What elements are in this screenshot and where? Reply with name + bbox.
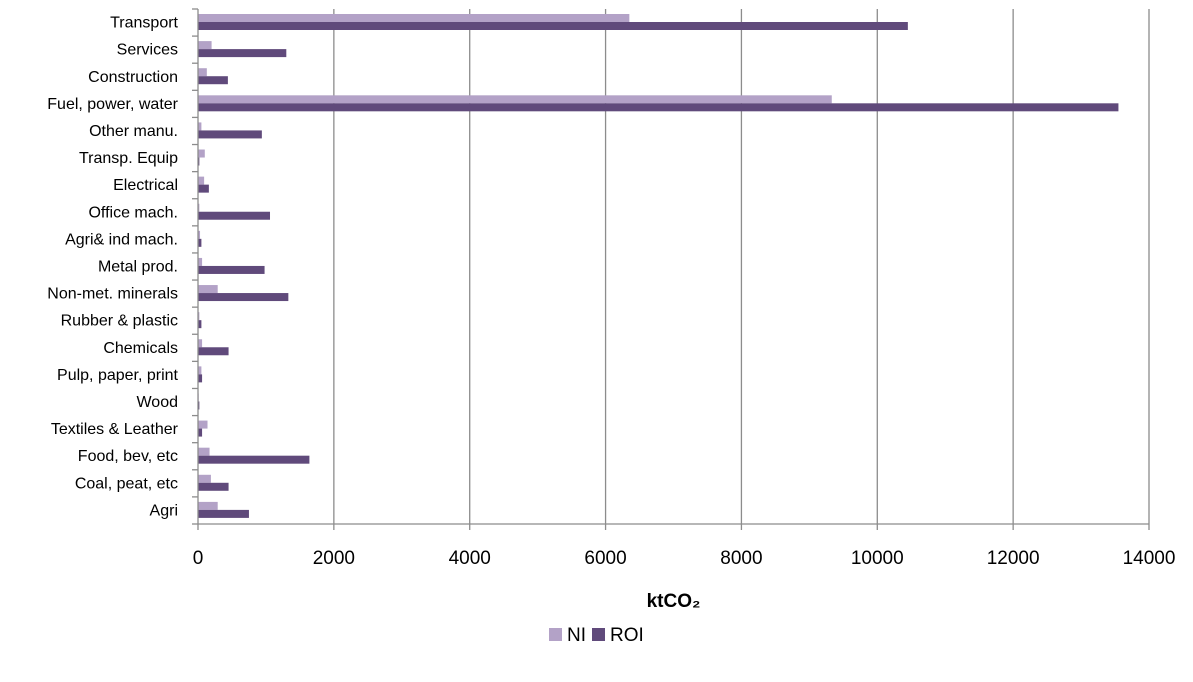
x-tick-label: 14000 [1123,548,1176,569]
bar-roi [198,49,287,58]
bar-roi [198,238,202,247]
bar-roi [198,130,262,139]
bar-ni [198,257,203,266]
category-label: Non-met. minerals [47,286,178,303]
bar-ni [198,339,203,348]
bar-ni [198,14,630,22]
bar-ni [198,230,201,239]
bar-ni [198,285,218,294]
legend-label-roi: ROI [610,625,644,646]
bar-roi [198,157,200,166]
bar-ni [198,203,200,212]
category-label: Metal prod. [98,259,178,276]
bar-roi [198,184,209,193]
category-label: Food, bev, etc [78,448,178,465]
bar-roi [198,347,229,356]
bar-ni [198,68,207,77]
bars [198,14,1119,518]
category-label: Agri& ind mach. [65,231,178,248]
legend: NI ROI [549,625,644,646]
category-label: Office mach. [88,204,178,221]
category-labels: Transport Services Construction Fuel, power… [47,15,178,520]
bar-ni [198,501,218,510]
bar-roi [198,482,229,491]
bar-ni [198,176,205,185]
bar-ni [198,95,832,104]
bar-ni [198,366,202,375]
x-tick-label: 12000 [987,548,1040,569]
bar-roi [198,401,200,410]
bar-roi [198,103,1119,112]
bar-roi [198,76,228,85]
legend-swatch-roi [592,628,605,641]
category-label: Construction [88,69,178,86]
category-label: Chemicals [103,340,178,357]
category-label: Agri [150,502,178,519]
tick-labels: 0 2000 4000 6000 8000 10000 12000 14000 [193,548,1176,569]
category-label: Coal, peat, etc [75,475,178,492]
bar-roi [198,265,265,274]
x-axis-title: ktCO₂ [647,591,701,612]
bar-roi [198,455,310,464]
bar-ni [198,149,205,158]
bar-ni [198,41,212,50]
category-label: Other manu. [89,123,178,140]
x-tick-label: 0 [193,548,204,569]
category-label: Rubber & plastic [61,313,178,330]
x-tick-label: 8000 [720,548,762,569]
bar-ni [198,122,202,131]
bar-ni [198,447,210,456]
bar-roi [198,509,249,518]
category-label: Electrical [113,177,178,194]
bar-roi [198,211,271,220]
x-tick-label: 10000 [851,548,904,569]
gridlines [333,9,1150,524]
x-tick-label: 4000 [449,548,491,569]
bar-roi [198,22,908,30]
category-label: Textiles & Leather [51,421,179,438]
bar-ni [198,312,200,321]
category-label: Transp. Equip [79,150,178,167]
category-label: Pulp, paper, print [57,367,179,384]
bar-ni [198,420,208,429]
axes [192,8,1150,530]
category-label: Fuel, power, water [47,96,178,113]
legend-swatch-ni [549,628,562,641]
legend-label-ni: NI [567,625,586,646]
category-label: Wood [136,394,178,411]
bar-roi [198,320,202,329]
category-label: Services [117,42,178,59]
category-label: Transport [110,15,178,32]
x-tick-label: 2000 [313,548,355,569]
bar-roi [198,374,203,383]
bar-ni [198,474,211,483]
bar-roi [198,293,289,302]
x-tick-label: 6000 [584,548,626,569]
bar-roi [198,428,203,437]
